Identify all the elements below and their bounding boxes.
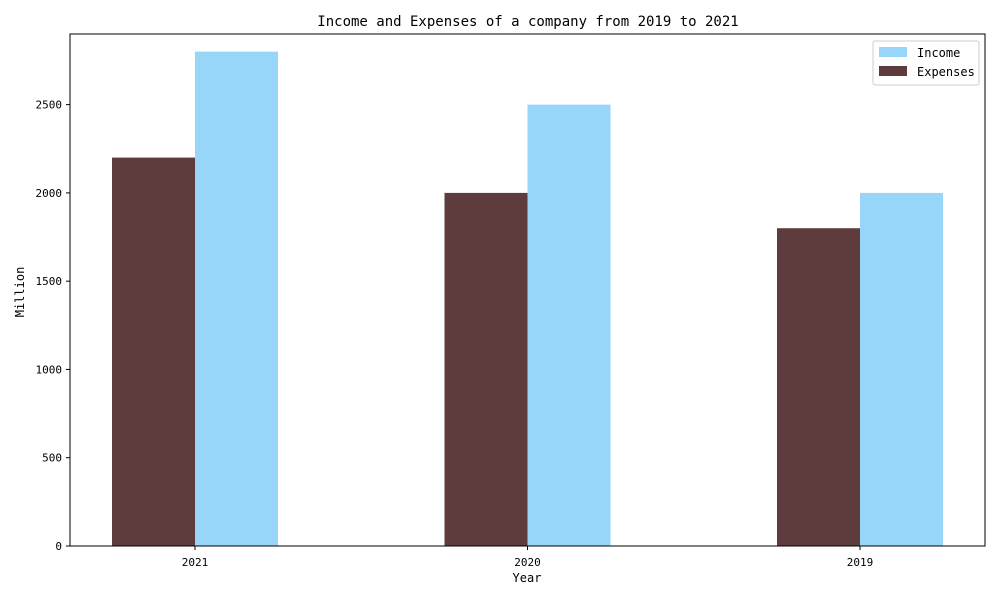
- legend-label-income: Income: [917, 46, 960, 60]
- y-tick-label: 1000: [36, 363, 63, 376]
- legend-label-expenses: Expenses: [917, 65, 975, 79]
- bar-expenses-2019: [777, 228, 860, 546]
- x-tick-label: 2020: [514, 556, 541, 569]
- chart-title: Income and Expenses of a company from 20…: [317, 14, 738, 30]
- y-tick-label: 2000: [36, 187, 63, 200]
- y-tick-label: 0: [55, 540, 62, 553]
- y-tick-label: 2500: [36, 99, 63, 112]
- legend: Income Expenses: [872, 40, 980, 86]
- bar-income-2021: [195, 51, 278, 546]
- x-tick-label: 2019: [847, 556, 874, 569]
- legend-swatch-income: [879, 47, 907, 57]
- plot-frame: [69, 33, 986, 547]
- x-tick-label: 2021: [182, 556, 209, 569]
- bar-income-2020: [527, 104, 611, 546]
- bar-income-2019: [860, 192, 943, 546]
- legend-swatch-expenses: [879, 66, 907, 76]
- y-axis-label: Million: [13, 267, 27, 318]
- y-axis-ticks: 0 500 1000 1500 2000 2500: [36, 99, 70, 553]
- x-axis-label: Year: [513, 571, 542, 585]
- y-tick-label: 1500: [36, 275, 63, 288]
- bar-expenses-2021: [112, 157, 195, 546]
- bar-expenses-2020: [444, 192, 528, 546]
- x-axis-ticks: 2021 2020 2019: [182, 546, 874, 569]
- bars-layer: [112, 51, 943, 546]
- y-tick-label: 500: [42, 452, 62, 465]
